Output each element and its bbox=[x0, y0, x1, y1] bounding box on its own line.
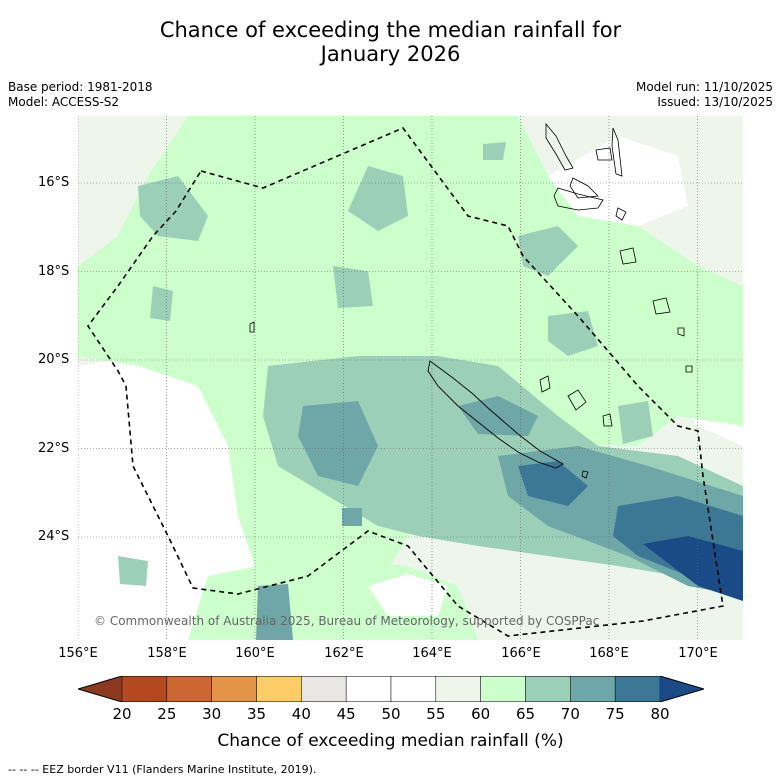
maewo-pentecost-coastline bbox=[611, 127, 623, 177]
band-80-a bbox=[518, 461, 588, 506]
colorbar-segment-45-50 bbox=[345, 676, 392, 702]
band-70-75-blob-f bbox=[118, 556, 148, 586]
lat-label-24s: 24°S bbox=[38, 529, 70, 544]
eez-footnote: -- -- -- EEZ border V11 (Flanders Marine… bbox=[8, 763, 317, 776]
title-line-1: Chance of exceeding the median rainfall … bbox=[159, 18, 622, 42]
efate-coastline bbox=[619, 247, 637, 265]
meta-right: Model run: 11/10/2025 Issued: 13/10/2025 bbox=[636, 80, 773, 110]
lat-label-22s: 22°S bbox=[38, 441, 70, 456]
ouvea-coastline bbox=[539, 375, 551, 393]
rainfall-map bbox=[78, 116, 743, 640]
colorbar-segment-40-45 bbox=[301, 676, 347, 702]
lon-label-170e: 170°E bbox=[678, 646, 718, 661]
band-70-75-blob-g bbox=[483, 142, 506, 160]
lat-label-20s: 20°S bbox=[38, 352, 70, 367]
colorbar-tick-45: 45 bbox=[336, 705, 356, 723]
colorbar-segment-30-35 bbox=[211, 676, 257, 702]
colorbar-segment-25-30 bbox=[166, 676, 212, 702]
lon-label-168e: 168°E bbox=[589, 646, 629, 661]
colorbar-tick-30: 30 bbox=[202, 705, 222, 723]
colorbar-segments bbox=[78, 676, 704, 702]
copyright-text: © Commonwealth of Australia 2025, Bureau… bbox=[94, 614, 600, 628]
colorbar-tick-80: 80 bbox=[650, 705, 670, 723]
colorbar-tick-20: 20 bbox=[112, 705, 132, 723]
colorbar-title: Chance of exceeding median rainfall (%) bbox=[217, 731, 564, 751]
lat-label-18s: 18°S bbox=[38, 264, 70, 279]
band-50-55-south-pocket bbox=[368, 574, 448, 616]
colorbar-tick-75: 75 bbox=[605, 705, 625, 723]
lon-label-166e: 166°E bbox=[501, 646, 541, 661]
colorbar-segment-20-25 bbox=[121, 676, 168, 702]
band-50-55-northeast bbox=[548, 136, 688, 226]
lon-label-160e: 160°E bbox=[235, 646, 275, 661]
mare-coastline bbox=[602, 413, 613, 427]
ambae-coastline bbox=[595, 147, 613, 161]
epi-coastline bbox=[615, 207, 627, 221]
band-70-75-northwest-blob bbox=[138, 176, 208, 241]
map-title: Chance of exceeding the median rainfall … bbox=[0, 18, 781, 66]
band-70-75-blob-b bbox=[150, 286, 173, 321]
colorbar-extend-high bbox=[660, 676, 704, 702]
map-area: © Commonwealth of Australia 2025, Bureau… bbox=[78, 116, 743, 640]
colorbar-segment-65-70 bbox=[525, 676, 571, 702]
colorbar-tick-35: 35 bbox=[246, 705, 267, 723]
colorbar-tick-25: 25 bbox=[157, 705, 177, 723]
colorbar-segment-50-55 bbox=[390, 676, 437, 702]
colorbar-segment-60-65 bbox=[480, 676, 526, 702]
model-run: Model run: 11/10/2025 bbox=[635, 80, 773, 94]
band-75-80-central bbox=[458, 396, 538, 436]
band-70-75-blob-d bbox=[548, 311, 598, 356]
band-75-80-blob bbox=[342, 508, 362, 526]
new-caledonia-coastline bbox=[427, 360, 564, 469]
title-line-2: January 2026 bbox=[320, 42, 461, 66]
tanna-coastline bbox=[677, 327, 685, 337]
colorbar-segment-35-40 bbox=[256, 676, 302, 702]
isle-of-pines-coastline bbox=[581, 470, 589, 479]
issued-date: Issued: 13/10/2025 bbox=[657, 95, 773, 109]
colorbar-tick-50: 50 bbox=[381, 705, 401, 723]
espiritu-santo-coastline bbox=[545, 122, 574, 171]
colorbar-tick-60: 60 bbox=[471, 705, 491, 723]
lat-label-16s: 16°S bbox=[38, 175, 70, 190]
band-70-75-blob-c bbox=[518, 226, 578, 276]
band-70-75-blob-e bbox=[618, 401, 653, 444]
graticule bbox=[78, 116, 743, 640]
eez-border bbox=[87, 127, 724, 637]
chesterfield-islet-coastline bbox=[249, 321, 255, 333]
meta-left: Base period: 1981-2018 Model: ACCESS-S2 bbox=[8, 80, 153, 110]
lon-label-158e: 158°E bbox=[147, 646, 187, 661]
band-75-80-south bbox=[256, 584, 293, 640]
colorbar-tick-40: 40 bbox=[291, 705, 311, 723]
colorbar-extend-low bbox=[78, 676, 122, 702]
colorbar-segment-75-80 bbox=[614, 676, 661, 702]
lon-label-164e: 164°E bbox=[412, 646, 452, 661]
colorbar-segment-70-75 bbox=[570, 676, 616, 702]
malekula-south-coastline bbox=[553, 187, 604, 211]
lon-label-162e: 162°E bbox=[324, 646, 364, 661]
model-name: Model: ACCESS-S2 bbox=[8, 95, 120, 109]
base-period: Base period: 1981-2018 bbox=[8, 80, 153, 94]
band-75-80-west bbox=[298, 401, 378, 486]
lifou-coastline bbox=[567, 389, 587, 411]
band-85-core bbox=[643, 536, 743, 601]
band-70-75-blob-a bbox=[333, 266, 373, 308]
erromango-coastline bbox=[652, 297, 671, 315]
colorbar-tick-70: 70 bbox=[560, 705, 580, 723]
band-70-75-north-blob bbox=[348, 166, 408, 231]
aneityum-coastline bbox=[685, 365, 693, 373]
malakula-coastline bbox=[569, 177, 599, 199]
colorbar bbox=[78, 676, 704, 702]
colorbar-tick-65: 65 bbox=[515, 705, 536, 723]
colorbar-segment-55-60 bbox=[435, 676, 481, 702]
lon-label-156e: 156°E bbox=[58, 646, 98, 661]
colorbar-tick-55: 55 bbox=[426, 705, 446, 723]
